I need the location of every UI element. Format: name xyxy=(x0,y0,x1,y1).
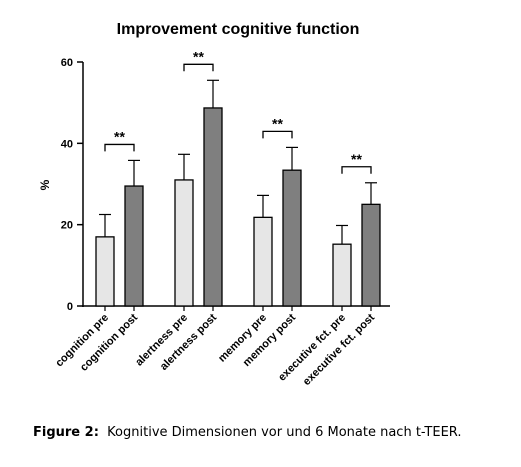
significance-label: ** xyxy=(114,128,125,144)
bar xyxy=(361,203,381,307)
bar xyxy=(282,169,302,307)
bar xyxy=(203,107,223,307)
caption-text: Kognitive Dimensionen vor und 6 Monate n… xyxy=(107,425,462,440)
y-tick-label: 40 xyxy=(61,138,73,150)
bar xyxy=(95,236,115,307)
y-tick-label: 0 xyxy=(67,301,73,313)
y-tick-label: 60 xyxy=(61,57,73,69)
bar xyxy=(174,179,194,307)
significance-bracket xyxy=(341,166,372,174)
y-axis-label: % xyxy=(38,179,52,190)
significance-bracket xyxy=(104,143,135,152)
significance-label: ** xyxy=(351,151,362,167)
significance-bracket xyxy=(183,63,214,72)
y-tick-label: 20 xyxy=(61,220,73,232)
significance-label: ** xyxy=(272,115,283,131)
bar xyxy=(332,243,352,307)
bar xyxy=(124,185,144,307)
chart: Improvement cognitive function % 0 20 40 60… xyxy=(38,21,390,388)
significance-label: ** xyxy=(193,48,204,64)
significance-bracket xyxy=(262,130,293,139)
caption: Figure 2: Kognitive Dimensionen vor und … xyxy=(33,425,462,440)
chart-title: Improvement cognitive function xyxy=(117,21,360,38)
caption-label: Figure 2: xyxy=(33,425,99,440)
bar xyxy=(253,216,273,307)
